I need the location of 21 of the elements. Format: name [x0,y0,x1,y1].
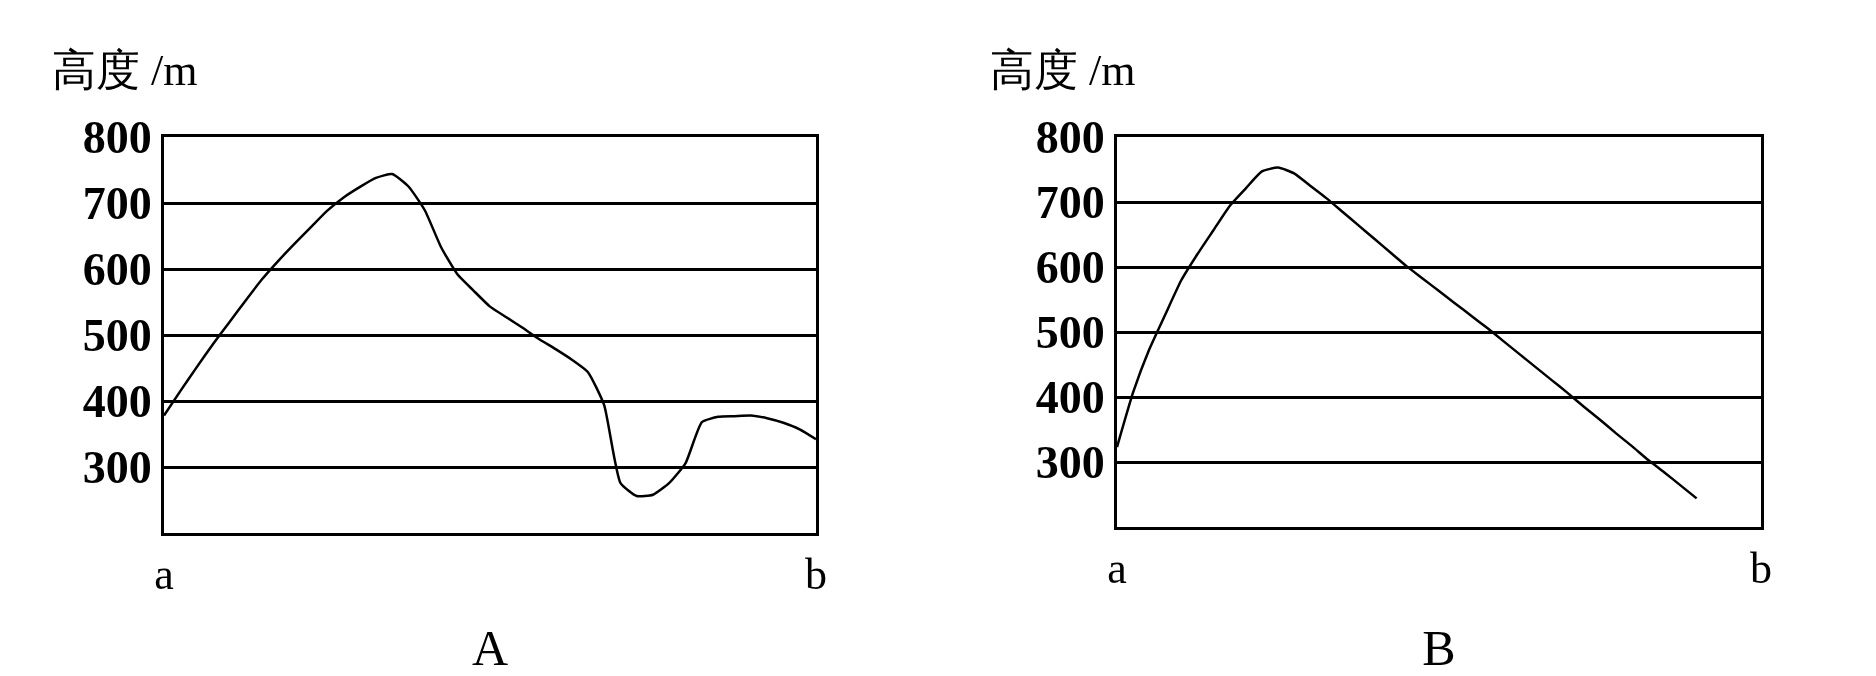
y-tick-label: 600 [1035,242,1105,294]
y-tick-label: 400 [1035,372,1105,424]
y-tick-label: 300 [1035,437,1105,489]
y-tick-label: 400 [82,376,152,428]
y-tick-label: 300 [82,442,152,494]
y-tick-label: 800 [82,112,152,164]
x-axis-title: B [1422,620,1456,676]
y-tick-label: 500 [1035,307,1105,359]
x-axis-title: A [471,620,509,676]
y-tick-label: 700 [82,178,152,230]
x-tick-label: b [1750,543,1772,593]
y-axis-title: 高度 /m [990,46,1136,95]
y-tick-label: 800 [1035,112,1105,164]
x-tick-label: a [154,549,174,599]
y-tick-label: 600 [82,244,152,296]
x-tick-label: a [1107,543,1127,593]
y-tick-label: 500 [82,310,152,362]
y-axis-title: 高度 /m [52,46,198,95]
y-tick-label: 700 [1035,177,1105,229]
line-series [164,172,816,498]
x-tick-label: b [805,549,827,599]
